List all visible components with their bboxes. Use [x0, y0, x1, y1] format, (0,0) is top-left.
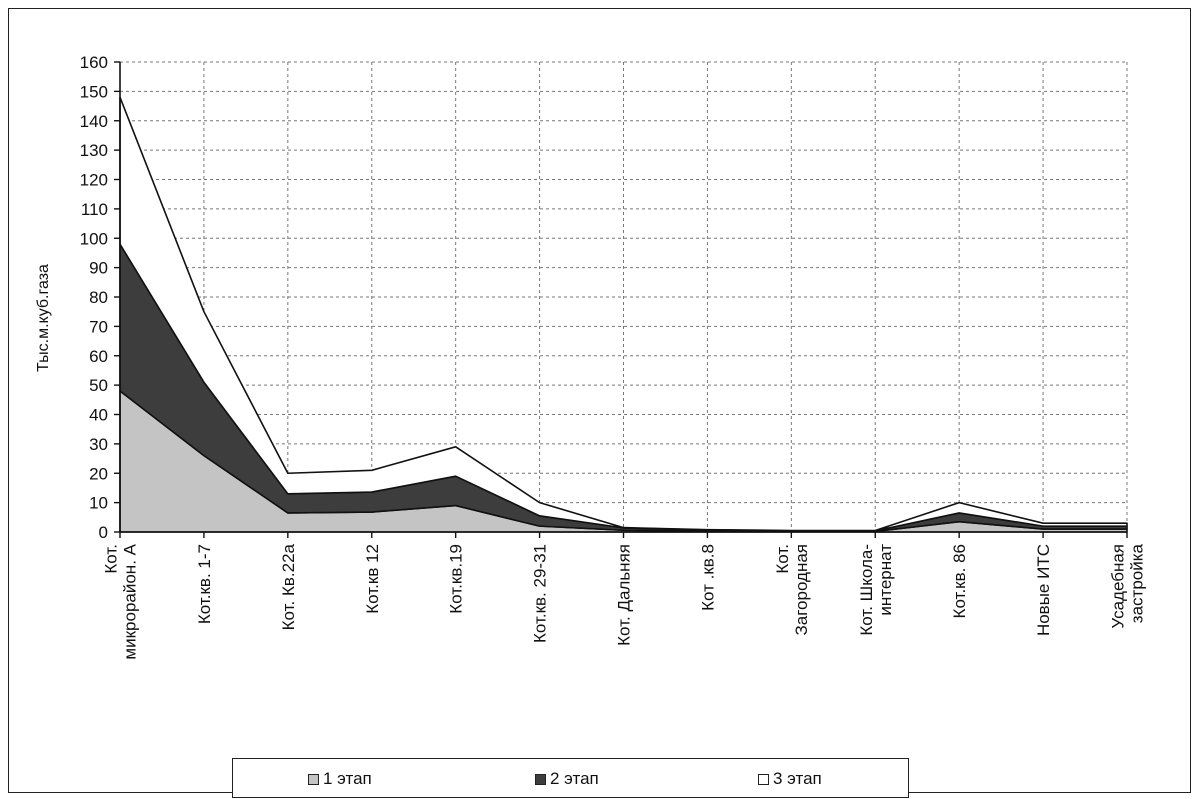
y-tick-label: 80 — [89, 288, 108, 307]
y-tick-label: 10 — [89, 494, 108, 513]
y-tick-label: 70 — [89, 317, 108, 336]
x-category-label: Кот .кв.8 — [698, 544, 717, 611]
x-category-label: Кот.кв. 86 — [950, 544, 969, 618]
y-tick-label: 90 — [89, 259, 108, 278]
y-tick-label: 120 — [80, 171, 108, 190]
y-tick-label: 150 — [80, 82, 108, 101]
axis-layer — [114, 61, 1128, 538]
y-tick-label: 100 — [80, 229, 108, 248]
legend: 1 этап 2 этап 3 этап — [232, 758, 909, 798]
y-tick-label: 50 — [89, 376, 108, 395]
y-tick-label: 140 — [80, 112, 108, 131]
y-tick-label: 40 — [89, 406, 108, 425]
y-tick-labels: 0 10 20 30 40 50 60 70 80 90 100 110 120 130 140 150 160 — [80, 53, 108, 542]
x-category-label: Загородная — [792, 544, 811, 636]
y-tick-label: 60 — [89, 347, 108, 366]
legend-swatch-stage-2 — [535, 773, 546, 785]
legend-item-stage-3: 3 этап — [758, 769, 822, 789]
x-category-label: интернат — [876, 544, 895, 616]
x-category-label: Усадебная — [1109, 544, 1128, 629]
y-tick-label: 20 — [89, 464, 108, 483]
x-category-label: Новые ИТС — [1034, 544, 1053, 636]
x-tick-labels: Кот. микрорайон. А Кот.кв. 1-7 Кот. Кв.22а К… — [102, 543, 1147, 659]
legend-label-stage-2: 2 этап — [550, 769, 599, 788]
area-series-stage-3 — [119, 96, 1128, 532]
x-category-label: Кот.кв 12 — [363, 544, 382, 614]
x-category-label: Кот.кв. 1-7 — [195, 544, 214, 624]
legend-label-stage-3: 3 этап — [773, 769, 822, 788]
x-category-label: Кот. Кв.22а — [279, 543, 298, 630]
y-tick-label: 0 — [99, 523, 108, 542]
y-tick-label: 160 — [80, 53, 108, 72]
legend-label-stage-1: 1 этап — [323, 769, 372, 788]
x-category-label: Кот.кв.19 — [447, 544, 466, 614]
x-category-label: Кот. — [102, 544, 121, 574]
legend-item-stage-2: 2 этап — [535, 769, 599, 789]
y-tick-label: 110 — [81, 200, 108, 219]
y-tick-label: 30 — [89, 435, 108, 454]
x-category-label: Кот. Дальняя — [615, 544, 634, 646]
legend-swatch-stage-1 — [308, 773, 319, 785]
y-axis-title: Тыс.м.куб.газа — [35, 264, 52, 372]
legend-swatch-stage-3 — [758, 773, 769, 785]
legend-item-stage-1: 1 этап — [308, 769, 372, 789]
x-category-label: Кот.кв. 29-31 — [531, 544, 550, 643]
x-category-label: застройка — [1128, 543, 1147, 623]
x-category-label: Кот. Школа- — [857, 544, 876, 636]
y-tick-label: 130 — [80, 141, 108, 160]
x-category-label: микрорайон. А — [121, 543, 140, 659]
x-category-label: Кот. — [773, 544, 792, 574]
